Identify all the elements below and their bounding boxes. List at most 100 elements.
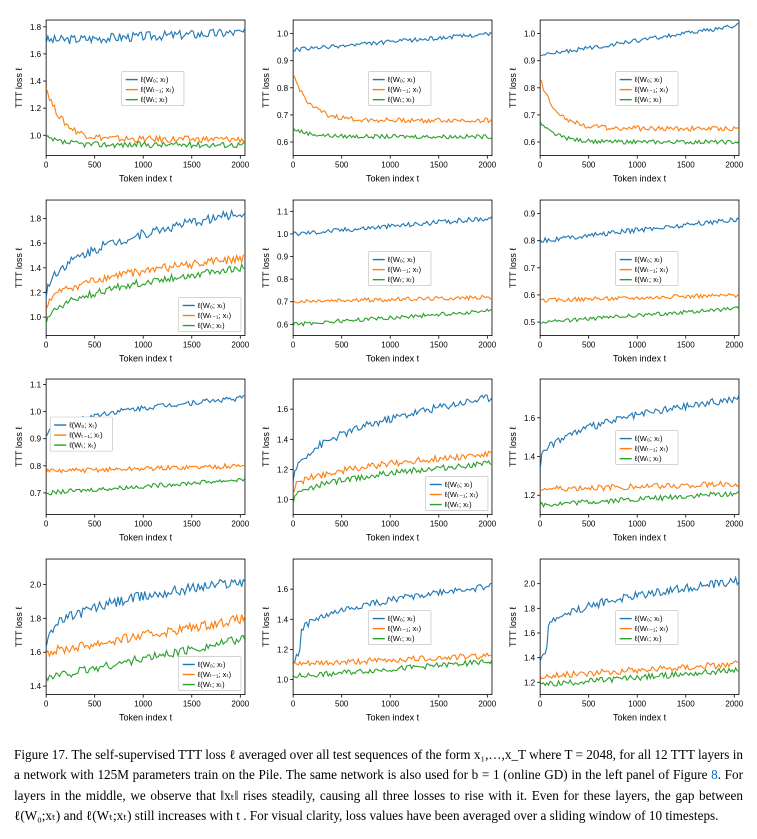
svg-text:1.2: 1.2	[30, 104, 42, 113]
svg-text:1000: 1000	[134, 700, 152, 709]
svg-text:1.1: 1.1	[30, 381, 42, 390]
figure-caption: Figure 17. The self-supervised TTT loss …	[14, 745, 743, 827]
svg-text:0.6: 0.6	[524, 138, 536, 147]
svg-text:Token index t: Token index t	[119, 713, 173, 723]
svg-text:0.7: 0.7	[277, 111, 289, 120]
svg-text:1.6: 1.6	[30, 239, 42, 248]
svg-text:ℓ(Wₜ; xₜ): ℓ(Wₜ; xₜ)	[444, 501, 472, 510]
caption-fignum: Figure 17.	[14, 747, 68, 762]
svg-text:2000: 2000	[478, 700, 496, 709]
svg-text:1000: 1000	[381, 700, 399, 709]
svg-text:500: 500	[335, 520, 349, 529]
svg-text:ℓ(W₀; xₜ): ℓ(W₀; xₜ)	[634, 75, 663, 84]
chart-panel-8: 1.21.41.60500100015002000Token index tTT…	[506, 371, 745, 547]
svg-text:2000: 2000	[231, 161, 249, 170]
svg-text:500: 500	[88, 161, 102, 170]
svg-text:1.8: 1.8	[30, 615, 42, 624]
svg-text:TTT loss ℓ: TTT loss ℓ	[261, 606, 271, 647]
svg-text:1000: 1000	[134, 161, 152, 170]
figure-grid: 1.0 1.2 1.4 1.6 1.8 0 500 1000 1500 2000 Token ind…	[12, 12, 745, 727]
svg-text:ℓ(Wₜ₋₁; xₜ): ℓ(Wₜ₋₁; xₜ)	[634, 445, 669, 454]
svg-text:2000: 2000	[478, 520, 496, 529]
svg-text:ℓ(Wₜ; xₜ): ℓ(Wₜ; xₜ)	[634, 95, 662, 104]
svg-text:1500: 1500	[183, 520, 201, 529]
svg-text:Token index t: Token index t	[119, 174, 173, 184]
svg-text:1500: 1500	[430, 161, 448, 170]
svg-text:0.9: 0.9	[524, 57, 536, 66]
svg-text:2000: 2000	[725, 340, 743, 349]
svg-text:1000: 1000	[628, 161, 646, 170]
svg-text:500: 500	[88, 700, 102, 709]
svg-text:ℓ(Wₜ; xₜ): ℓ(Wₜ; xₜ)	[634, 634, 662, 643]
svg-text:0.8: 0.8	[30, 462, 42, 471]
chart-panel-6: 0.70.80.91.01.10500100015002000Token ind…	[12, 371, 251, 547]
svg-text:2000: 2000	[478, 161, 496, 170]
svg-text:0: 0	[291, 700, 296, 709]
svg-text:0.7: 0.7	[30, 489, 42, 498]
svg-text:Token index t: Token index t	[366, 353, 420, 363]
svg-text:TTT loss ℓ: TTT loss ℓ	[261, 67, 271, 108]
svg-text:0: 0	[538, 161, 543, 170]
svg-text:1.4: 1.4	[30, 682, 42, 691]
svg-text:1500: 1500	[430, 520, 448, 529]
caption-body-1: The self-supervised TTT loss ℓ averaged …	[14, 747, 743, 782]
svg-text:ℓ(W₀; xₜ): ℓ(W₀; xₜ)	[140, 75, 169, 84]
svg-text:1500: 1500	[430, 340, 448, 349]
svg-text:ℓ(Wₜ₋₁; xₜ): ℓ(Wₜ₋₁; xₜ)	[387, 265, 422, 274]
svg-text:1500: 1500	[677, 161, 695, 170]
svg-text:ℓ(W₀; xₜ): ℓ(W₀; xₜ)	[634, 435, 663, 444]
svg-text:1500: 1500	[183, 340, 201, 349]
svg-text:ℓ(W₀; xₜ): ℓ(W₀; xₜ)	[68, 421, 97, 430]
svg-text:1.6: 1.6	[277, 406, 289, 415]
svg-text:ℓ(Wₜ; xₜ): ℓ(Wₜ; xₜ)	[634, 275, 662, 284]
svg-text:TTT loss ℓ: TTT loss ℓ	[261, 426, 271, 467]
svg-text:0: 0	[538, 700, 543, 709]
svg-text:0: 0	[44, 161, 49, 170]
svg-text:1000: 1000	[381, 161, 399, 170]
svg-text:1500: 1500	[183, 700, 201, 709]
svg-text:500: 500	[582, 700, 596, 709]
svg-text:0.7: 0.7	[524, 111, 536, 120]
svg-text:ℓ(Wₜ; xₜ): ℓ(Wₜ; xₜ)	[140, 95, 168, 104]
svg-text:1.4: 1.4	[277, 616, 289, 625]
svg-text:1.0: 1.0	[277, 230, 289, 239]
svg-text:0: 0	[44, 700, 49, 709]
svg-text:2.0: 2.0	[524, 580, 536, 589]
svg-text:ℓ(Wₜ₋₁; xₜ): ℓ(Wₜ₋₁; xₜ)	[444, 490, 479, 499]
svg-text:ℓ(Wₜ₋₁; xₜ): ℓ(Wₜ₋₁; xₜ)	[634, 265, 669, 274]
chart-panel-2: 0.60.70.80.91.00500100015002000Token ind…	[506, 12, 745, 188]
caption-link-fig8[interactable]: 8	[711, 767, 718, 782]
svg-text:1000: 1000	[381, 520, 399, 529]
svg-text:ℓ(Wₜ₋₁; xₜ): ℓ(Wₜ₋₁; xₜ)	[387, 85, 422, 94]
svg-text:2000: 2000	[231, 700, 249, 709]
svg-text:TTT loss ℓ: TTT loss ℓ	[14, 67, 24, 108]
svg-text:ℓ(Wₜ₋₁; xₜ): ℓ(Wₜ₋₁; xₜ)	[68, 431, 103, 440]
svg-text:1.0: 1.0	[277, 30, 289, 39]
svg-text:1.6: 1.6	[524, 414, 536, 423]
svg-text:ℓ(Wₜ₋₁; xₜ): ℓ(Wₜ₋₁; xₜ)	[634, 624, 669, 633]
svg-text:0.6: 0.6	[277, 320, 289, 329]
chart-panel-9: 1.41.61.82.00500100015002000Token index …	[12, 551, 251, 727]
svg-text:Token index t: Token index t	[613, 713, 667, 723]
svg-text:2000: 2000	[478, 340, 496, 349]
svg-text:Token index t: Token index t	[366, 713, 420, 723]
svg-text:ℓ(W₀; xₜ): ℓ(W₀; xₜ)	[634, 614, 663, 623]
svg-text:1.0: 1.0	[277, 676, 289, 685]
svg-text:0.9: 0.9	[277, 57, 289, 66]
chart-panel-0: 1.01.21.41.61.80500100015002000Token ind…	[12, 12, 251, 188]
svg-text:1.0: 1.0	[277, 496, 289, 505]
svg-text:1000: 1000	[628, 520, 646, 529]
svg-text:ℓ(W₀; xₜ): ℓ(W₀; xₜ)	[444, 480, 473, 489]
svg-text:ℓ(Wₜ₋₁; xₜ): ℓ(Wₜ₋₁; xₜ)	[140, 85, 175, 94]
svg-text:1.0: 1.0	[30, 313, 42, 322]
svg-text:500: 500	[582, 340, 596, 349]
svg-text:2000: 2000	[725, 700, 743, 709]
svg-text:Token index t: Token index t	[613, 533, 667, 543]
svg-text:0.8: 0.8	[524, 236, 536, 245]
chart-panel-3: 1.01.21.41.61.80500100015002000Token ind…	[12, 192, 251, 368]
svg-text:1.2: 1.2	[524, 492, 536, 501]
svg-text:0: 0	[44, 520, 49, 529]
svg-text:ℓ(W₀; xₜ): ℓ(W₀; xₜ)	[197, 660, 226, 669]
svg-text:0.9: 0.9	[524, 209, 536, 218]
svg-text:0.9: 0.9	[277, 252, 289, 261]
